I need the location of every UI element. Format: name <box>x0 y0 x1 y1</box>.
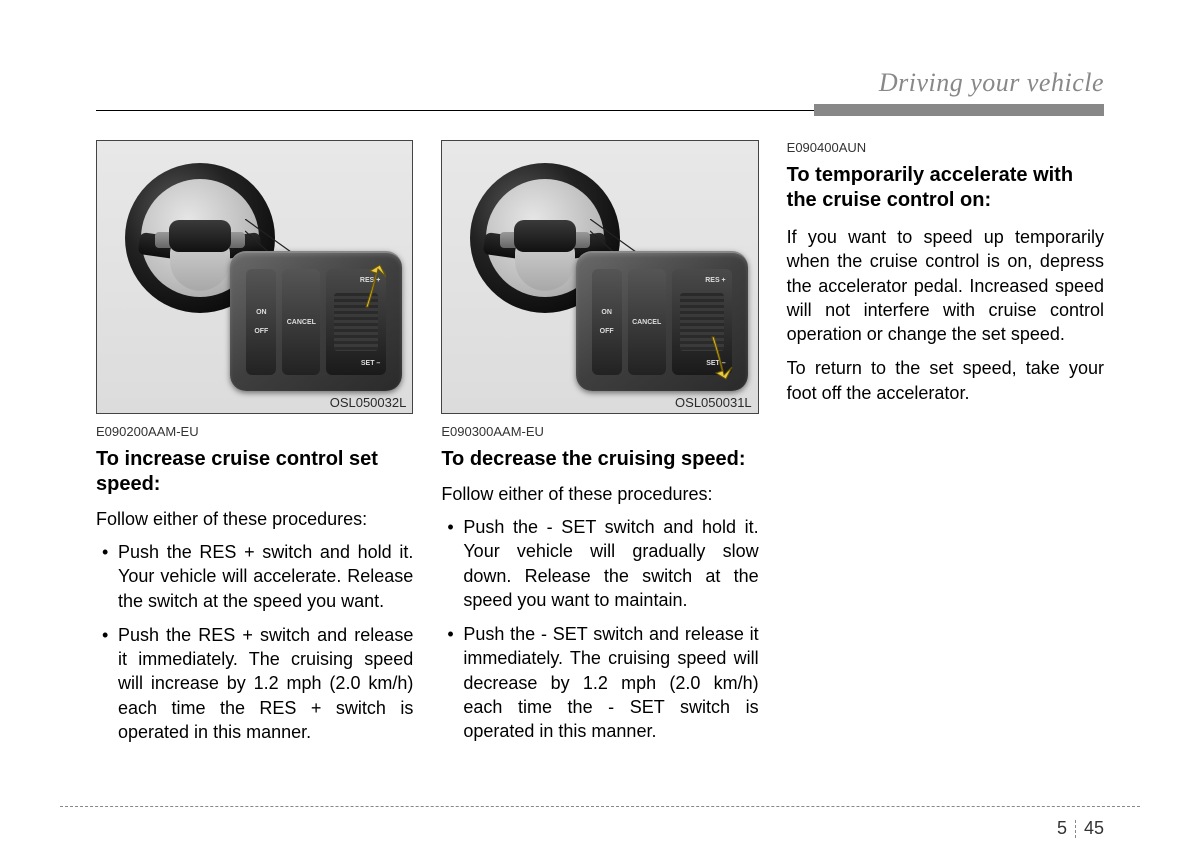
figure-code: OSL050032L <box>330 395 407 410</box>
arrow-down-icon <box>710 333 734 381</box>
page-number-value: 45 <box>1084 818 1104 839</box>
cancel-button: CANCEL <box>282 269 320 375</box>
off-label: OFF <box>600 328 614 335</box>
cruise-control-panel: ON OFF CANCEL RES + SET – <box>230 251 402 391</box>
cruise-control-panel: ON OFF CANCEL RES + SET – <box>576 251 748 391</box>
reference-code: E090400AUN <box>787 140 1104 155</box>
cancel-button: CANCEL <box>628 269 666 375</box>
separator <box>1075 820 1076 838</box>
arrow-up-icon <box>364 263 388 311</box>
set-label: SET – <box>332 360 380 367</box>
section-heading: To decrease the cruising speed: <box>441 447 758 472</box>
figure-code: OSL050031L <box>675 395 752 410</box>
list-item: Push the - SET switch and hold it. Your … <box>441 515 758 612</box>
header-rule <box>96 104 1104 116</box>
list-item: Push the RES + switch and release it imm… <box>96 623 413 744</box>
chapter-title: Driving your vehicle <box>96 68 1104 98</box>
figure-increase-speed: ON OFF CANCEL RES + SET – OSL050032L <box>96 140 413 414</box>
section-heading: To temporarily accelerate with the cruis… <box>787 163 1104 213</box>
figure-decrease-speed: ON OFF CANCEL RES + SET – OSL050031L <box>441 140 758 414</box>
paragraph: To return to the set speed, take your fo… <box>787 356 1104 405</box>
res-set-rocker: RES + SET – <box>326 269 386 375</box>
intro-text: Follow either of these procedures: <box>441 484 758 505</box>
onoff-button: ON OFF <box>246 269 276 375</box>
column-right: E090400AUN To temporarily accelerate wit… <box>787 140 1104 754</box>
bullet-list: Push the - SET switch and hold it. Your … <box>441 515 758 754</box>
column-middle: ON OFF CANCEL RES + SET – OSL050031L <box>441 140 758 754</box>
page-footer-rule <box>60 806 1140 807</box>
section-number: 5 <box>1057 818 1067 839</box>
off-label: OFF <box>254 328 268 335</box>
res-label: RES + <box>678 277 726 284</box>
reference-code: E090200AAM-EU <box>96 424 413 439</box>
page-number: 5 45 <box>1057 818 1104 839</box>
column-left: ON OFF CANCEL RES + SET – OSL050032L <box>96 140 413 754</box>
intro-text: Follow either of these procedures: <box>96 509 413 530</box>
on-label: ON <box>601 309 612 316</box>
on-label: ON <box>256 309 267 316</box>
list-item: Push the - SET switch and release it imm… <box>441 622 758 743</box>
reference-code: E090300AAM-EU <box>441 424 758 439</box>
section-heading: To increase cruise control set speed: <box>96 447 413 497</box>
res-set-rocker: RES + SET – <box>672 269 732 375</box>
page-content: ON OFF CANCEL RES + SET – OSL050032L <box>96 140 1104 754</box>
list-item: Push the RES + switch and hold it. Your … <box>96 540 413 613</box>
onoff-button: ON OFF <box>592 269 622 375</box>
paragraph: If you want to speed up temporarily when… <box>787 225 1104 346</box>
bullet-list: Push the RES + switch and hold it. Your … <box>96 540 413 754</box>
